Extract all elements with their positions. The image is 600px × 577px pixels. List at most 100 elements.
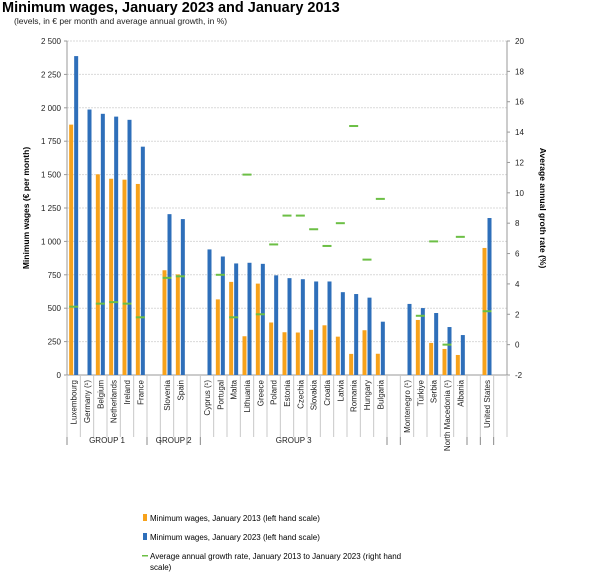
- y-tick-label: 750: [48, 271, 62, 280]
- bar-2013: [415, 319, 420, 375]
- y2-tick-label: 2: [515, 310, 520, 319]
- growth-marker: [375, 197, 385, 200]
- growth-marker: [109, 301, 119, 304]
- legend-swatch-growth: [142, 555, 148, 557]
- category-label: United States: [483, 380, 492, 428]
- category-label: Greece: [256, 379, 265, 406]
- group-label: GROUP 3: [276, 436, 312, 445]
- bar-2013: [69, 124, 74, 375]
- chart-title: Minimum wages, January 2023 and January …: [2, 0, 340, 16]
- bar-2023: [274, 275, 279, 375]
- y2-axis-title: Average annual groth rate (%): [538, 148, 548, 269]
- y-tick-label: 500: [48, 304, 62, 313]
- growth-marker: [215, 273, 225, 276]
- bar-2023: [300, 279, 305, 375]
- y-tick-label: 1 750: [41, 137, 62, 146]
- legend-swatch-2013: [143, 514, 147, 521]
- growth-marker: [229, 316, 239, 319]
- bar-2023: [407, 303, 412, 375]
- bar-2013: [282, 332, 287, 375]
- bar-2023: [220, 256, 225, 375]
- y2-tick-label: 16: [515, 98, 524, 107]
- bar-2023: [314, 281, 319, 375]
- legend-label-2023: Minimum wages, January 2023 (left hand s…: [150, 533, 320, 542]
- growth-marker: [122, 302, 132, 305]
- y-axis-title: Minimum wages (€ per month): [21, 147, 31, 269]
- category-label: Slovakia: [310, 379, 319, 410]
- y2-tick-label: 18: [515, 67, 524, 76]
- category-label: Malta: [230, 379, 239, 399]
- growth-marker: [309, 228, 319, 231]
- category-label: Latvia: [336, 379, 345, 401]
- growth-marker: [349, 125, 359, 128]
- legend-label-growth: Average annual growth rate, January 2013…: [150, 552, 401, 561]
- y2-tick-label: 8: [515, 219, 520, 228]
- category-label: Estonia: [283, 379, 292, 406]
- bar-2013: [455, 354, 460, 375]
- category-label: Hungary: [363, 380, 372, 410]
- growth-marker: [295, 214, 305, 217]
- growth-marker: [282, 214, 292, 217]
- y2-tick-label: 14: [515, 128, 524, 137]
- y2-tick-label: 4: [515, 280, 520, 289]
- bar-2013: [242, 336, 247, 375]
- bar-2013: [295, 332, 300, 375]
- legend-label-growth-cont: scale): [150, 563, 172, 572]
- category-label: Ireland: [123, 380, 132, 404]
- bar-2023: [260, 263, 265, 375]
- bar-2023: [487, 218, 492, 375]
- bar-2023: [367, 297, 372, 375]
- bar-2023: [140, 146, 145, 375]
- chart-subtitle: (levels, in € per month and average annu…: [14, 16, 228, 26]
- bar-2013: [135, 183, 140, 375]
- bar-2023: [327, 281, 332, 375]
- growth-marker: [362, 258, 372, 261]
- bar-2013: [335, 336, 340, 375]
- bar-2013: [175, 274, 180, 375]
- bar-2023: [247, 262, 252, 375]
- growth-marker: [162, 276, 172, 279]
- bar-2013: [229, 281, 234, 375]
- bar-2013: [322, 325, 327, 375]
- bar-2013: [109, 178, 114, 375]
- y-tick-label: 2 250: [41, 70, 62, 79]
- category-label: Bulgaria: [376, 379, 385, 409]
- y-tick-label: 2 000: [41, 104, 62, 113]
- y-tick-label: 0: [57, 371, 62, 380]
- bar-2023: [180, 219, 185, 375]
- group-label: GROUP 1: [89, 436, 125, 445]
- y-tick-label: 1 000: [41, 237, 62, 246]
- bar-2023: [167, 214, 172, 375]
- bar-2023: [380, 321, 385, 375]
- category-label: Spain: [176, 380, 185, 400]
- growth-marker: [175, 275, 185, 278]
- category-label: Germany (¹): [83, 380, 92, 423]
- category-label: Lithuania: [243, 379, 252, 412]
- y2-tick-label: 0: [515, 341, 520, 350]
- growth-marker: [482, 310, 492, 313]
- bar-2023: [354, 294, 359, 375]
- category-label: Belgium: [96, 380, 105, 409]
- growth-marker: [429, 240, 439, 243]
- y2-tick-label: 12: [515, 158, 524, 167]
- bar-2023: [127, 119, 132, 375]
- category-label: Poland: [270, 380, 279, 405]
- category-label: North Macedonia (¹): [443, 380, 452, 451]
- y-tick-label: 2 500: [41, 37, 62, 46]
- bar-2013: [349, 353, 354, 375]
- growth-marker: [335, 222, 345, 225]
- category-label: Czechia: [296, 379, 305, 408]
- bar-2013: [95, 174, 100, 375]
- legend-swatch-2023: [143, 533, 147, 540]
- y2-tick-label: 20: [515, 37, 524, 46]
- growth-marker: [135, 316, 145, 319]
- bar-2023: [74, 56, 79, 375]
- legend-label-2013: Minimum wages, January 2013 (left hand s…: [150, 514, 320, 523]
- bar-2013: [269, 322, 274, 375]
- group-label: GROUP 2: [156, 436, 192, 445]
- y2-tick-label: 6: [515, 250, 520, 259]
- bar-2023: [207, 249, 212, 375]
- category-label: Cyprus (¹): [203, 380, 212, 416]
- growth-marker: [322, 244, 332, 247]
